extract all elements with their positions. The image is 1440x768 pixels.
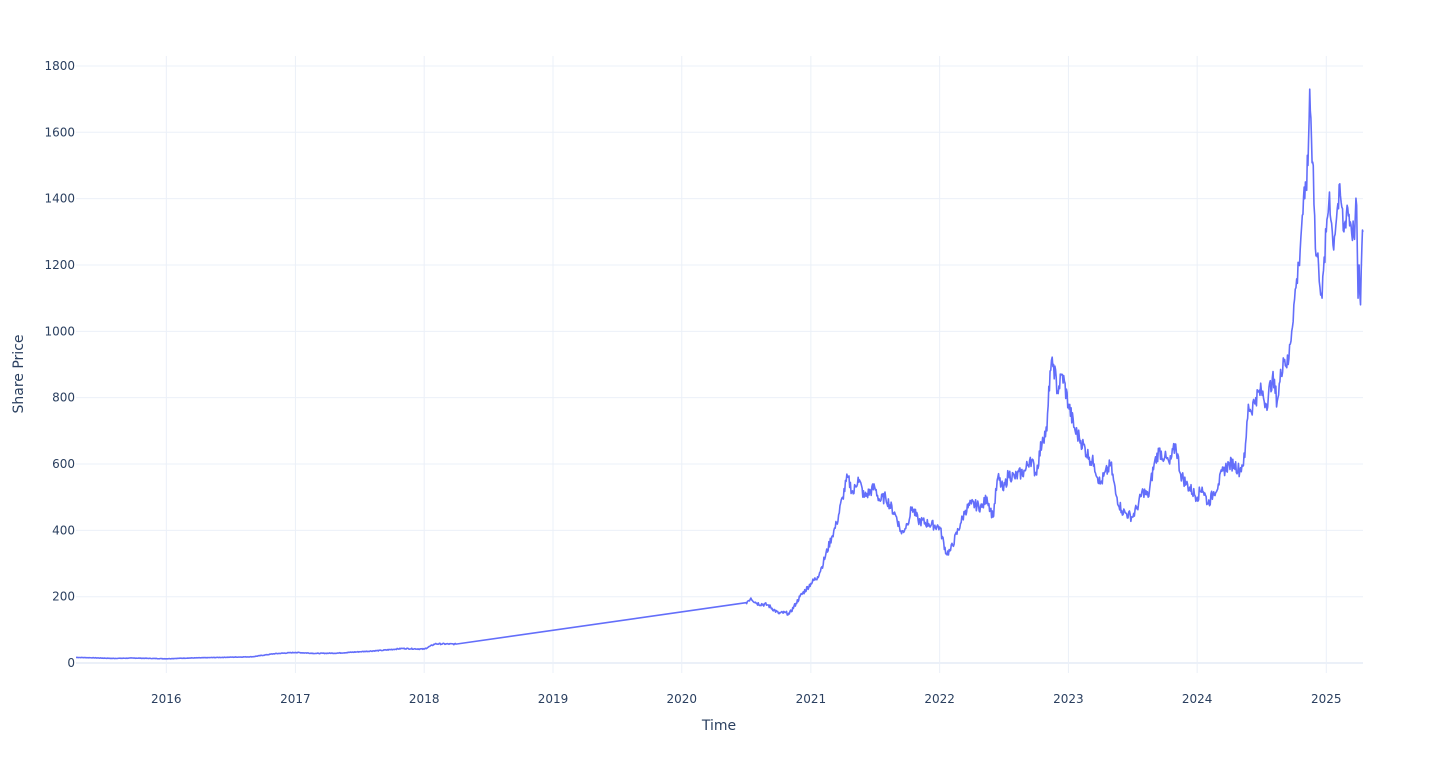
y-tick-label: 200 [52,590,75,604]
x-axis-ticks: 2016 2017 2018 2019 2020 2021 2022 2023 2024 2025 [151,692,1342,706]
y-tick-label: 1400 [44,192,75,206]
y-tick-label: 1600 [44,125,75,139]
y-tick-label: 1800 [44,59,75,73]
y-tick-label: 600 [52,457,75,471]
y-tick-label: 1200 [44,258,75,272]
share-price-line [75,88,1364,660]
x-tick-label: 2020 [666,692,697,706]
x-tick-label: 2018 [409,692,440,706]
x-tick-label: 2019 [538,692,569,706]
x-tick-label: 2017 [280,692,311,706]
series-layer [75,88,1364,660]
x-tick-label: 2023 [1053,692,1084,706]
y-axis-ticks: 0 200 400 600 800 1000 1200 1400 1600 1800 [44,59,75,670]
y-tick-label: 800 [52,391,75,405]
y-axis-title: Share Price [11,334,27,413]
x-axis-title: Time [701,718,736,734]
x-tick-label: 2021 [796,692,827,706]
y-tick-label: 0 [67,656,75,670]
y-tick-label: 1000 [44,324,75,338]
grid-layer [76,56,1363,673]
x-tick-label: 2022 [924,692,955,706]
y-tick-label: 400 [52,523,75,537]
x-tick-label: 2024 [1182,692,1213,706]
x-tick-label: 2025 [1311,692,1342,706]
x-tick-label: 2016 [151,692,182,706]
